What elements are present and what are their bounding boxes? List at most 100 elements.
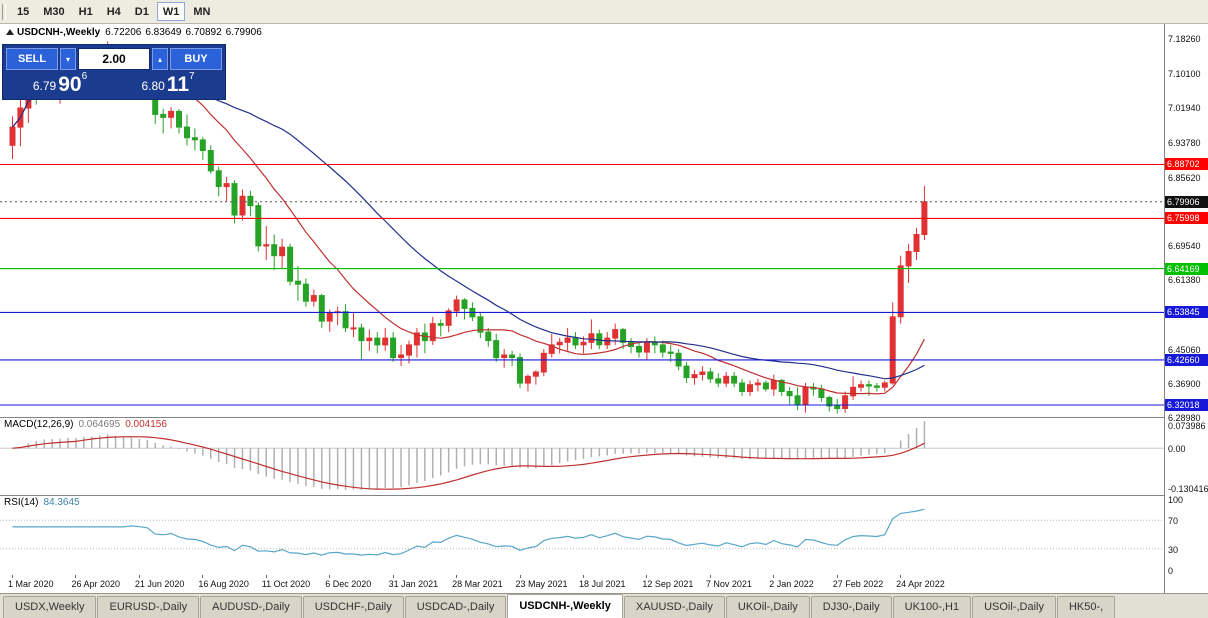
price-badge-6-64169: 6.64169 xyxy=(1165,262,1208,275)
chart-tab-usdx-weekly[interactable]: USDX,Weekly xyxy=(3,596,97,618)
rsi-axis-label-0: 0 xyxy=(1168,566,1174,576)
buy-price[interactable]: 6.80 11 7 xyxy=(114,70,222,97)
trade-prices-row: 6.79 90 6 6.80 11 7 xyxy=(6,70,222,97)
chart-marker-icon xyxy=(6,29,14,35)
chart-tab-usdchf-daily[interactable]: USDCHF-,Daily xyxy=(302,596,404,618)
macd-axis-label-0: 0.073986 xyxy=(1168,421,1206,431)
date-label-32: 11 Oct 2020 xyxy=(261,579,311,589)
price-tick-6: 6.61380 xyxy=(1168,275,1201,286)
price-tick-8: 6.36900 xyxy=(1168,379,1201,390)
date-tick-88 xyxy=(709,575,711,578)
price-axis[interactable]: 7.18260 7.10100 7.01940 6.93780 6.85620 6.695… xyxy=(1164,24,1208,593)
timeframe-button-m30[interactable]: M30 xyxy=(37,2,70,21)
price-tick-1: 7.10100 xyxy=(1168,68,1201,79)
date-tick-16 xyxy=(138,575,140,578)
date-tick-48 xyxy=(392,575,394,578)
chart-tab-audusd-daily[interactable]: AUDUSD-,Daily xyxy=(200,596,302,618)
date-tick-112 xyxy=(900,575,902,578)
buy-price-pips: 11 xyxy=(166,73,189,96)
date-tick-64 xyxy=(519,575,521,578)
price-tick-7: 6.45060 xyxy=(1168,344,1201,355)
timeframe-toolbar: 15 M30 H1 H4 D1 W1 MN xyxy=(0,0,1208,24)
chart-title: USDCNH-,Weekly 6.72206 6.83649 6.70892 6.799… xyxy=(6,27,266,38)
date-tick-104 xyxy=(836,575,838,578)
macd-axis-label-2: -0.130416 xyxy=(1168,484,1208,494)
chart-tab-hk50[interactable]: HK50-, xyxy=(1056,596,1116,618)
macd-signal-line xyxy=(12,436,925,490)
ma-fast-line xyxy=(12,74,925,395)
price-badge-6-88702: 6.88702 xyxy=(1165,158,1208,171)
date-label-48: 31 Jan 2021 xyxy=(388,579,439,589)
rsi-label: RSI(14) 84.3645 xyxy=(4,497,80,508)
price-badge-6-42660: 6.42660 xyxy=(1165,353,1208,366)
chart-symbol: USDCNH-,Weekly xyxy=(17,27,101,38)
volume-input[interactable]: 2.00 xyxy=(78,48,150,70)
chart-tab-usdcnh-weekly[interactable]: USDCNH-,Weekly xyxy=(507,594,623,618)
macd-axis-label-1: 0.00 xyxy=(1168,444,1186,455)
price-badge-6-32018: 6.32018 xyxy=(1165,399,1208,412)
timeframe-button-mn[interactable]: MN xyxy=(187,2,216,21)
sell-price[interactable]: 6.79 90 6 xyxy=(6,70,114,97)
bar-low: 6.70892 xyxy=(185,27,222,38)
buy-button[interactable]: BUY xyxy=(170,48,222,70)
date-label-112: 24 Apr 2022 xyxy=(896,579,945,589)
date-tick-96 xyxy=(773,575,775,578)
date-tick-0 xyxy=(12,575,13,578)
chart-window: USDCNH-,Weekly 6.72206 6.83649 6.70892 6.799… xyxy=(0,24,1208,593)
date-axis[interactable]: 1 Mar 2020 26 Apr 2020 21 Jun 2020 16 Aug 2… xyxy=(0,575,1164,593)
chart-tabs-bar: USDX,Weekly EURUSD-,Daily AUDUSD-,Daily USD… xyxy=(0,593,1208,618)
price-badge-6-79906: 6.79906 xyxy=(1165,195,1208,208)
timeframe-button-d1[interactable]: D1 xyxy=(129,2,155,21)
timeframe-button-h1[interactable]: H1 xyxy=(73,2,99,21)
date-label-72: 18 Jul 2021 xyxy=(578,579,626,589)
chart-tab-usoil-daily[interactable]: USOil-,Daily xyxy=(972,596,1056,618)
rsi-line xyxy=(12,508,925,556)
ma-slow-line xyxy=(12,79,925,380)
date-tick-32 xyxy=(265,575,267,578)
chart-tab-usdcad-daily[interactable]: USDCAD-,Daily xyxy=(404,596,507,618)
timeframe-button-h4[interactable]: H4 xyxy=(101,2,127,21)
date-label-16: 21 Jun 2020 xyxy=(134,579,185,589)
date-label-56: 28 Mar 2021 xyxy=(452,579,503,589)
timeframe-button-15[interactable]: 15 xyxy=(11,2,35,21)
volume-decrease-button[interactable]: ▾ xyxy=(60,48,76,70)
chart-tab-ukoil-daily[interactable]: UKOil-,Daily xyxy=(725,596,810,618)
rsi-value: 84.3645 xyxy=(43,497,80,508)
date-label-40: 6 Dec 2020 xyxy=(325,579,372,589)
pane-splitter-rsi[interactable] xyxy=(0,495,1208,496)
trade-controls-row: SELL ▾ 2.00 ▴ BUY xyxy=(6,48,222,70)
chevron-down-icon: ▾ xyxy=(65,54,70,64)
date-label-0: 1 Mar 2020 xyxy=(8,579,54,589)
chevron-up-icon: ▴ xyxy=(157,54,162,64)
volume-increase-button[interactable]: ▴ xyxy=(152,48,168,70)
price-tick-3: 6.93780 xyxy=(1168,137,1201,148)
chart-tab-uk100-h1[interactable]: UK100-,H1 xyxy=(892,596,972,618)
date-tick-24 xyxy=(202,575,204,578)
macd-pane[interactable]: MACD(12,26,9) 0.064695 0.004156 xyxy=(0,417,1164,495)
date-label-64: 23 May 2021 xyxy=(515,579,568,589)
chart-tab-dj30-daily[interactable]: DJ30-,Daily xyxy=(810,596,892,618)
chart-tab-xauusd-daily[interactable]: XAUUSD-,Daily xyxy=(623,596,725,618)
date-label-88: 7 Nov 2021 xyxy=(705,579,752,589)
price-pane[interactable]: USDCNH-,Weekly 6.72206 6.83649 6.70892 6.799… xyxy=(0,24,1164,417)
price-tick-0: 7.18260 xyxy=(1168,34,1201,45)
date-tick-40 xyxy=(329,575,331,578)
buy-price-figure: 6.80 xyxy=(141,79,165,93)
sell-button[interactable]: SELL xyxy=(6,48,58,70)
price-badge-6-53845: 6.53845 xyxy=(1165,306,1208,319)
price-tick-5: 6.69540 xyxy=(1168,240,1201,251)
price-tick-2: 7.01940 xyxy=(1168,103,1201,114)
rsi-axis-label-100: 100 xyxy=(1168,495,1184,505)
sell-price-point: 6 xyxy=(81,71,88,82)
date-label-80: 12 Sep 2021 xyxy=(642,579,694,589)
macd-label: MACD(12,26,9) 0.064695 0.004156 xyxy=(4,419,167,430)
date-label-104: 27 Feb 2022 xyxy=(832,579,884,589)
chart-tab-eurusd-daily[interactable]: EURUSD-,Daily xyxy=(97,596,200,618)
timeframe-buttons: 15 M30 H1 H4 D1 W1 MN xyxy=(10,2,217,21)
pane-splitter-macd[interactable] xyxy=(0,417,1208,418)
one-click-trading-panel: SELL ▾ 2.00 ▴ BUY 6.79 90 6 6.80 11 7 xyxy=(2,44,226,100)
macd-chart-svg xyxy=(0,421,1164,490)
toolbar-grip[interactable] xyxy=(2,3,6,20)
rsi-pane[interactable]: RSI(14) 84.3645 xyxy=(0,495,1164,575)
timeframe-button-w1[interactable]: W1 xyxy=(156,2,186,21)
